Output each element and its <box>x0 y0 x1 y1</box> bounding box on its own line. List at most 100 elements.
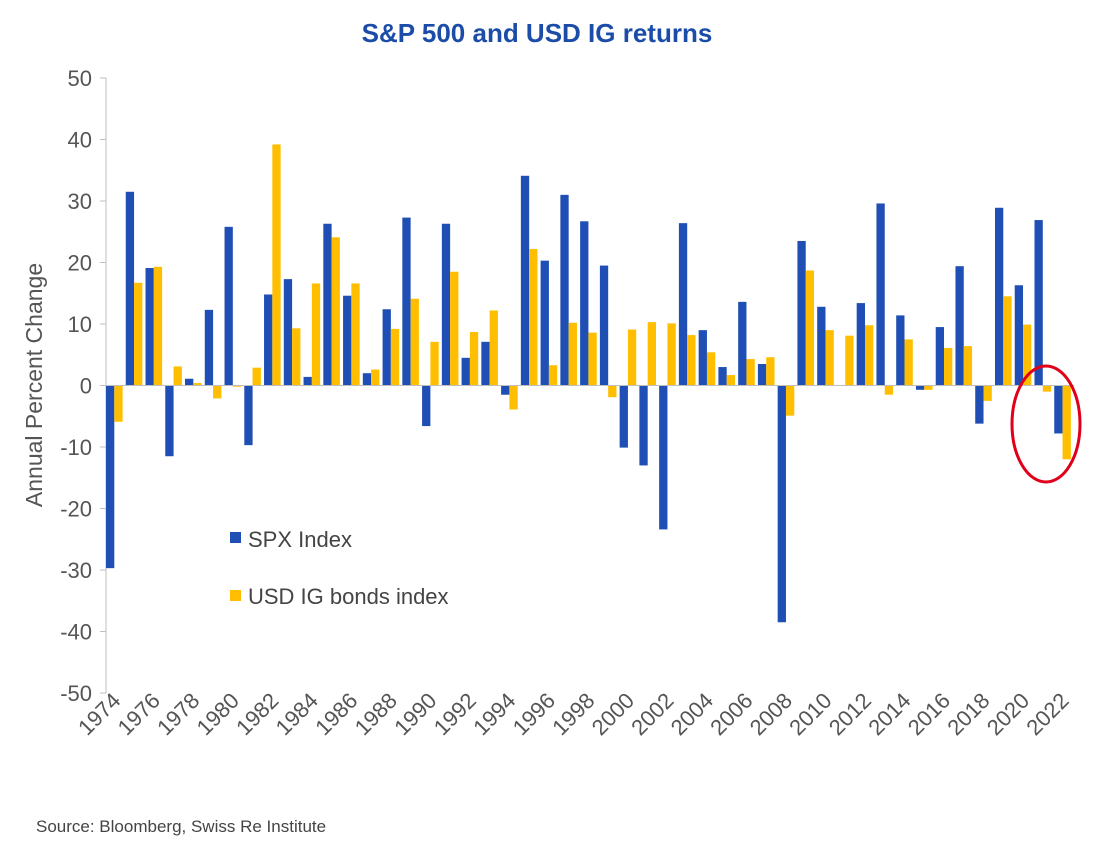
bar-spx-1992 <box>461 357 470 386</box>
bar-spx-2022 <box>1054 385 1063 434</box>
bars <box>106 144 1071 623</box>
bar-usd-ig-2004 <box>706 352 716 386</box>
bar-usd-ig-2013 <box>884 385 894 395</box>
bar-usd-ig-2020 <box>1023 324 1032 386</box>
bar-spx-1999 <box>599 265 609 386</box>
bar-usd-ig-2005 <box>726 375 736 386</box>
bar-usd-ig-2021 <box>1042 385 1052 392</box>
bar-spx-2003 <box>678 223 688 386</box>
bar-spx-2002 <box>659 385 668 530</box>
legend-swatch-spx <box>230 532 241 543</box>
bar-spx-1975 <box>125 191 135 386</box>
bar-usd-ig-2010 <box>825 330 834 386</box>
source-note: Source: Bloomberg, Swiss Re Institute <box>36 817 327 836</box>
bar-spx-1976 <box>145 268 154 386</box>
bar-spx-1985 <box>323 223 332 386</box>
bar-spx-1996 <box>540 260 549 386</box>
bar-spx-1997 <box>560 194 569 386</box>
bar-usd-ig-2003 <box>687 335 696 386</box>
bar-usd-ig-1998 <box>588 332 597 386</box>
y-tick-label: 40 <box>68 128 92 153</box>
y-tick-label: -50 <box>60 681 92 706</box>
chart-title: S&P 500 and USD IG returns <box>361 18 713 48</box>
y-tick-label: -40 <box>60 620 92 645</box>
bar-usd-ig-2006 <box>746 359 755 386</box>
bar-usd-ig-1981 <box>252 367 261 386</box>
x-tick-label: 2012 <box>824 688 876 740</box>
bar-usd-ig-1976 <box>153 266 163 386</box>
bar-spx-2021 <box>1034 220 1043 386</box>
bar-usd-ig-2019 <box>1003 296 1012 386</box>
x-tick-label: 1988 <box>350 688 402 740</box>
bar-usd-ig-1975 <box>134 282 143 386</box>
bar-usd-ig-1978 <box>193 383 202 386</box>
x-tick-label: 1996 <box>508 688 560 740</box>
y-tick-label: 10 <box>68 312 92 337</box>
bar-spx-2004 <box>698 330 707 386</box>
bar-usd-ig-2012 <box>864 325 874 386</box>
bar-spx-1979 <box>204 309 214 386</box>
bar-spx-2020 <box>1014 285 1024 386</box>
bar-usd-ig-2000 <box>627 329 637 386</box>
bar-usd-ig-1982 <box>272 144 281 386</box>
bar-usd-ig-1984 <box>311 283 321 386</box>
bar-spx-2001 <box>639 385 648 466</box>
bar-usd-ig-1995 <box>529 248 538 386</box>
bar-spx-2010 <box>817 306 826 386</box>
bar-usd-ig-2002 <box>667 323 676 386</box>
x-tick-label: 2004 <box>666 688 718 740</box>
x-tick-label: 2020 <box>982 688 1034 740</box>
bar-usd-ig-1991 <box>450 271 459 386</box>
bar-usd-ig-1980 <box>232 385 242 387</box>
x-tick-label: 2014 <box>863 688 915 740</box>
y-axis: 50 40 30 20 10 0 -10 -20 -30 -40 -50 <box>60 66 107 706</box>
bar-spx-1998 <box>580 221 589 386</box>
bar-spx-1982 <box>264 294 273 386</box>
legend: SPX Index USD IG bonds index <box>230 527 449 609</box>
bar-spx-2016 <box>935 327 945 386</box>
x-tick-label: 1982 <box>231 688 283 740</box>
bar-spx-1978 <box>185 378 194 386</box>
bar-usd-ig-1989 <box>410 298 419 386</box>
highlight-circle <box>1010 364 1082 484</box>
bar-spx-2015 <box>915 385 925 390</box>
bar-spx-1989 <box>402 217 411 386</box>
x-tick-label: 2018 <box>942 688 994 740</box>
bar-spx-2006 <box>738 301 747 386</box>
bar-spx-1994 <box>501 385 510 395</box>
x-tick-label: 1984 <box>271 688 323 740</box>
bar-usd-ig-1987 <box>371 369 380 386</box>
bar-usd-ig-2001 <box>647 322 656 386</box>
bar-usd-ig-2014 <box>904 339 913 386</box>
bar-usd-ig-1986 <box>351 283 360 386</box>
x-tick-label: 2008 <box>745 688 797 740</box>
x-axis: 1974197619781980198219841986198819901992… <box>73 385 1074 740</box>
bar-spx-2017 <box>955 266 964 386</box>
x-tick-label: 2022 <box>1021 688 1073 740</box>
bar-usd-ig-2018 <box>983 385 992 401</box>
y-tick-label: -20 <box>60 497 92 522</box>
bar-usd-ig-2011 <box>845 335 854 386</box>
bar-usd-ig-1974 <box>114 385 123 422</box>
legend-label-spx: SPX Index <box>248 527 352 552</box>
y-tick-label: -30 <box>60 558 92 583</box>
bar-spx-2005 <box>718 367 727 386</box>
bar-usd-ig-2009 <box>805 270 815 386</box>
y-tick-label: 0 <box>80 374 92 399</box>
bar-spx-2007 <box>757 363 767 386</box>
bar-usd-ig-2017 <box>963 346 973 386</box>
x-tick-label: 1976 <box>113 688 165 740</box>
bar-spx-1988 <box>382 309 391 386</box>
x-tick-label: 1980 <box>192 688 244 740</box>
y-tick-label: 30 <box>68 189 92 214</box>
x-tick-label: 1986 <box>310 688 362 740</box>
bar-spx-1984 <box>303 376 312 386</box>
y-axis-label: Annual Percent Change <box>21 263 47 507</box>
x-tick-label: 1992 <box>429 688 481 740</box>
bar-usd-ig-1990 <box>430 341 439 386</box>
bar-spx-1987 <box>362 373 372 386</box>
bar-spx-2012 <box>856 303 865 386</box>
bar-usd-ig-1992 <box>469 332 479 386</box>
y-tick-label: 20 <box>68 251 92 276</box>
